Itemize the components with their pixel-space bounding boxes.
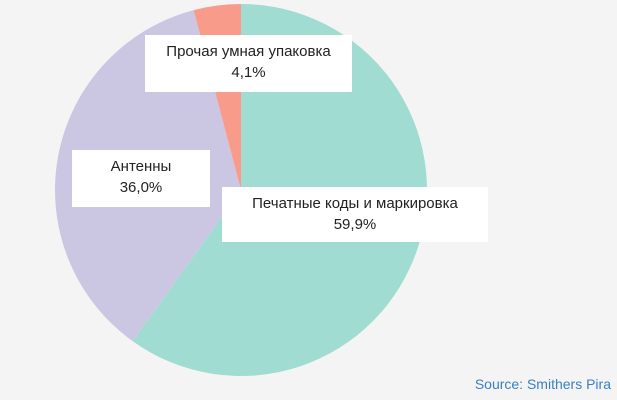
slice-2-value: 4,1% — [231, 64, 266, 81]
label-slice-1: Антенны 36,0% — [72, 150, 210, 207]
slice-1-value: 36,0% — [119, 179, 163, 196]
slice-2-name: Прочая умная упаковка — [166, 43, 331, 60]
source-note: Source: Smithers Pira — [474, 376, 611, 392]
label-slice-2: Прочая умная упаковка 4,1% — [145, 35, 352, 92]
slice-0-name: Печатные коды и маркировка — [252, 195, 458, 212]
slice-0-value: 59,9% — [333, 216, 377, 233]
label-slice-0: Печатные коды и маркировка 59,9% — [222, 187, 488, 242]
slice-1-name: Антенны — [110, 158, 172, 175]
